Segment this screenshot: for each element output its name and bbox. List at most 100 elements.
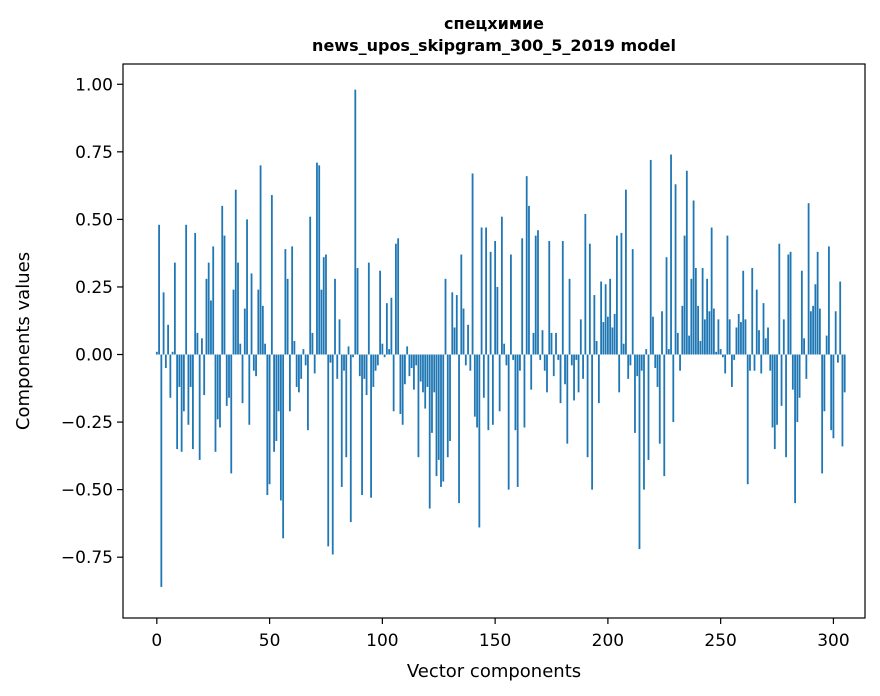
bar bbox=[356, 268, 359, 355]
bar bbox=[746, 354, 749, 485]
bar bbox=[228, 354, 230, 398]
bar bbox=[672, 354, 675, 423]
bar bbox=[575, 354, 578, 360]
bar bbox=[374, 354, 377, 371]
bar bbox=[636, 354, 639, 377]
bar bbox=[832, 354, 835, 439]
bar bbox=[349, 354, 352, 523]
bar bbox=[539, 354, 542, 360]
bar bbox=[464, 354, 467, 366]
bar bbox=[307, 354, 309, 431]
bar bbox=[731, 354, 733, 387]
bar bbox=[334, 278, 336, 355]
bar bbox=[611, 327, 614, 355]
bar bbox=[830, 354, 833, 431]
bar bbox=[496, 286, 499, 355]
bar bbox=[532, 332, 535, 355]
x-tick-label: 150 bbox=[479, 631, 511, 651]
bar bbox=[566, 354, 569, 444]
bar bbox=[239, 343, 242, 355]
bar bbox=[771, 354, 774, 428]
bar bbox=[255, 354, 257, 377]
bar bbox=[381, 343, 384, 355]
bar bbox=[724, 354, 727, 374]
bar bbox=[388, 349, 391, 355]
bar bbox=[719, 349, 722, 355]
bar bbox=[602, 322, 605, 355]
bar bbox=[625, 189, 627, 355]
bar bbox=[361, 354, 363, 496]
bar bbox=[309, 216, 312, 355]
bar bbox=[250, 273, 253, 355]
bar bbox=[809, 311, 812, 355]
bar bbox=[370, 354, 372, 498]
y-tick-label: 1.00 bbox=[75, 75, 113, 95]
bar bbox=[537, 230, 539, 355]
bar bbox=[417, 354, 420, 458]
x-ticks-group: 0 50 100 150 200 250 300 bbox=[151, 618, 850, 651]
bar bbox=[487, 354, 490, 431]
bar bbox=[600, 281, 603, 355]
bar bbox=[246, 219, 248, 355]
bar bbox=[336, 354, 339, 379]
x-tick-label: 300 bbox=[817, 631, 849, 651]
bar bbox=[701, 268, 704, 355]
bar bbox=[471, 173, 474, 355]
bar bbox=[816, 251, 819, 355]
bar bbox=[618, 354, 621, 393]
y-tick-label: 0.75 bbox=[75, 143, 113, 163]
bar bbox=[791, 354, 794, 390]
bar bbox=[782, 319, 785, 355]
bar bbox=[839, 281, 842, 355]
bar bbox=[595, 341, 598, 355]
bar bbox=[316, 162, 318, 355]
bar bbox=[521, 238, 524, 355]
bar bbox=[311, 332, 314, 355]
bar bbox=[171, 351, 174, 355]
bar bbox=[500, 216, 503, 355]
bar bbox=[735, 327, 738, 355]
bar bbox=[482, 354, 485, 398]
bar bbox=[814, 284, 817, 355]
bar bbox=[376, 354, 379, 366]
bar bbox=[645, 349, 648, 355]
bar bbox=[354, 89, 357, 355]
y-ticks-group: −0.75 −0.50 −0.25 0.00 0.25 0.50 0.75 1.00 bbox=[61, 75, 123, 568]
bar bbox=[313, 354, 316, 374]
bar bbox=[404, 354, 406, 385]
bar bbox=[805, 354, 808, 379]
bar bbox=[552, 354, 555, 377]
bar bbox=[318, 165, 321, 355]
bar bbox=[796, 354, 799, 423]
bar bbox=[320, 289, 323, 355]
bar bbox=[167, 324, 169, 355]
bar bbox=[257, 289, 260, 355]
bar bbox=[212, 246, 215, 355]
bar bbox=[241, 354, 244, 404]
y-tick-label: 0.00 bbox=[75, 346, 113, 366]
bar bbox=[491, 354, 494, 425]
bar bbox=[160, 354, 163, 587]
bar bbox=[379, 270, 381, 355]
bar bbox=[390, 297, 393, 355]
bar bbox=[685, 170, 688, 355]
bar bbox=[548, 241, 551, 355]
bar bbox=[394, 243, 397, 355]
bar bbox=[413, 354, 415, 390]
bar bbox=[385, 303, 388, 355]
bar bbox=[295, 354, 298, 387]
bar bbox=[164, 354, 167, 369]
bar bbox=[807, 203, 810, 355]
bar bbox=[516, 354, 519, 487]
bar bbox=[352, 354, 354, 358]
bar bbox=[663, 354, 666, 477]
bar bbox=[733, 354, 736, 360]
bar bbox=[568, 278, 571, 355]
bar bbox=[593, 295, 596, 355]
bar bbox=[194, 232, 197, 355]
bar bbox=[273, 354, 275, 452]
bar bbox=[268, 354, 271, 485]
bar bbox=[773, 354, 776, 450]
bar bbox=[397, 238, 400, 355]
bar bbox=[778, 243, 781, 355]
